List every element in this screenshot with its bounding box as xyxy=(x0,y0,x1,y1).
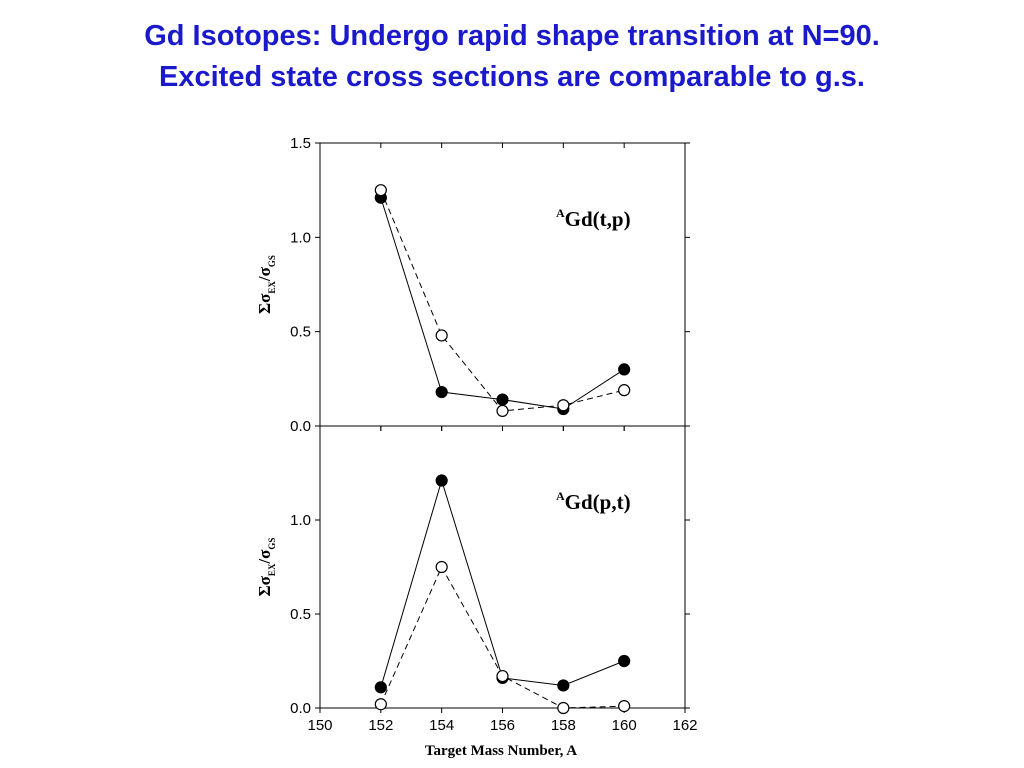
y-axis-label: ΣσEX/σGS xyxy=(255,538,277,597)
filled-data-point xyxy=(557,679,570,692)
plot-frame-bottom xyxy=(319,425,686,709)
x-tick-label: 160 xyxy=(612,717,637,734)
x-axis-label: Target Mass Number, A xyxy=(425,743,577,759)
panel-gd-p-t: 0.0 0.5 1.0 150 152 154 156 158 160 162 ΣσEX/σGS AG… xyxy=(255,425,698,734)
reaction-label: AGd(p,t) xyxy=(556,489,631,514)
filled-data-point xyxy=(618,654,631,668)
y-tick-label: 0.5 xyxy=(290,606,311,623)
title-line-2: Excited state cross sections are compara… xyxy=(159,61,865,93)
y-tick-label: 1.5 xyxy=(290,135,311,152)
y-tick-label: 0.0 xyxy=(290,700,311,717)
y-axis-label: ΣσEX/σGS xyxy=(255,255,277,314)
reaction-label: AGd(t,p) xyxy=(556,206,631,231)
open-data-point xyxy=(557,701,570,715)
x-tick-label: 156 xyxy=(490,717,515,734)
open-data-point xyxy=(557,399,570,412)
open-data-point xyxy=(618,700,631,713)
y-tick-label: 0.5 xyxy=(290,324,311,341)
title-line-1: Gd Isotopes: Undergo rapid shape transit… xyxy=(144,20,880,52)
open-data-point xyxy=(374,184,387,197)
open-data-point xyxy=(618,384,631,397)
filled-data-point xyxy=(374,681,387,694)
open-data-point xyxy=(496,404,509,418)
open-data-point xyxy=(496,669,509,683)
x-tick-label: 150 xyxy=(307,717,332,734)
x-tick-label: 154 xyxy=(429,717,454,734)
x-tick-label: 152 xyxy=(368,717,393,734)
x-tick-label: 162 xyxy=(672,717,697,734)
filled-data-point xyxy=(435,474,448,487)
x-tick-label: 158 xyxy=(551,717,576,734)
filled-data-point xyxy=(496,393,509,406)
filled-data-point xyxy=(435,385,448,399)
filled-data-point xyxy=(618,363,631,376)
y-tick-label: 1.0 xyxy=(290,229,311,246)
panel-gd-t-p: 0.0 0.5 1.0 1.5 ΣσEX/σGS AGd(t,p) xyxy=(255,135,690,435)
open-data-point xyxy=(435,560,448,574)
y-tick-label: 0.0 xyxy=(290,418,311,435)
slide-title: Gd Isotopes: Undergo rapid shape transit… xyxy=(0,16,1024,98)
open-data-point xyxy=(374,698,387,711)
y-tick-label: 1.0 xyxy=(290,512,311,529)
open-data-point xyxy=(435,329,448,342)
plot-frame-top xyxy=(319,142,686,427)
open-series-line xyxy=(380,565,625,709)
